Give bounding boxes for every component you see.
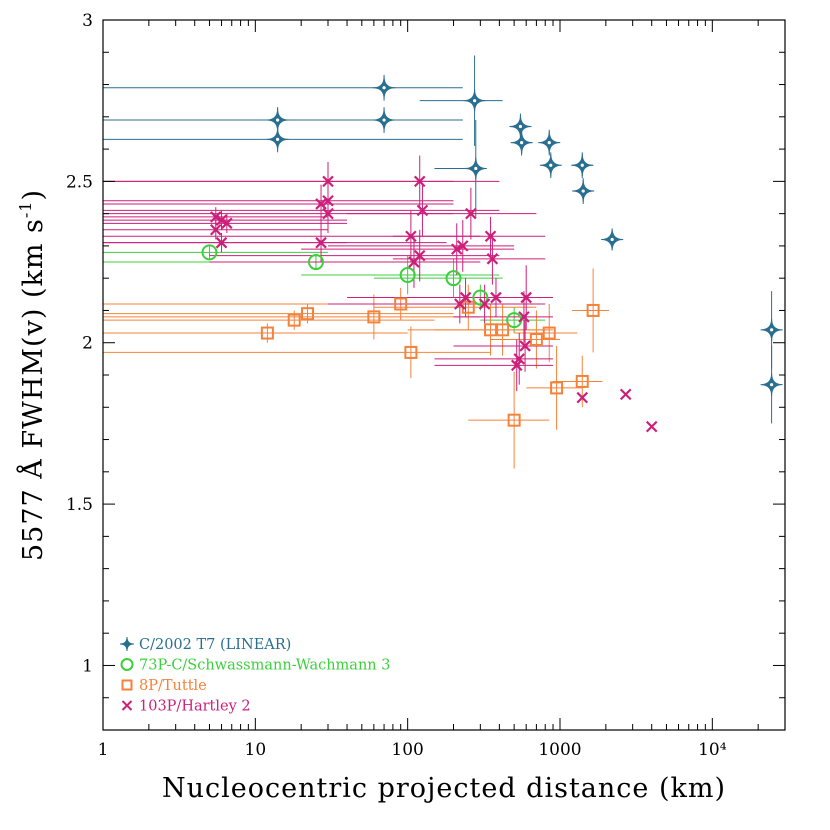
y-tick-label: 3 bbox=[82, 11, 93, 31]
data-point bbox=[463, 89, 486, 112]
y-axis-title-main: 5577 Å FWHM(v) (km s bbox=[16, 218, 49, 561]
legend-item: 103P/Hartley 2 bbox=[121, 699, 251, 715]
data-point bbox=[496, 323, 510, 337]
data-point bbox=[413, 175, 426, 188]
data-point bbox=[300, 307, 314, 321]
data-point bbox=[287, 313, 301, 327]
data-point bbox=[586, 303, 600, 317]
data-point bbox=[538, 131, 561, 154]
data-point bbox=[519, 340, 531, 352]
data-point bbox=[760, 318, 783, 341]
data-point bbox=[520, 291, 532, 304]
data-point bbox=[575, 374, 589, 388]
data-point bbox=[510, 359, 523, 372]
data-point bbox=[215, 214, 228, 226]
x-tick-label: 1 bbox=[98, 740, 109, 760]
x-tick-label: 10 bbox=[245, 740, 267, 760]
data-point bbox=[367, 310, 381, 324]
axes-layer bbox=[102, 19, 786, 731]
data-point bbox=[416, 204, 429, 217]
data-point bbox=[464, 157, 487, 180]
x-axis-title: Nucleocentric projected distance (km) bbox=[162, 773, 726, 804]
legend-label: C/2002 T7 (LINEAR) bbox=[139, 637, 291, 653]
y-tick-label: 1.5 bbox=[66, 495, 93, 515]
error-bars-layer bbox=[103, 55, 777, 469]
data-point bbox=[472, 289, 489, 306]
data-point bbox=[394, 297, 408, 311]
y-tick-label: 1 bbox=[82, 656, 93, 676]
markers-layer bbox=[201, 76, 783, 433]
data-point bbox=[576, 391, 589, 404]
data-point bbox=[478, 298, 491, 310]
data-point bbox=[507, 413, 521, 427]
data-point bbox=[571, 154, 594, 177]
data-point bbox=[210, 211, 222, 223]
legend-marker bbox=[119, 636, 135, 652]
legend-marker bbox=[120, 658, 134, 671]
data-point bbox=[509, 115, 532, 138]
data-point bbox=[322, 207, 334, 220]
data-point bbox=[373, 109, 396, 132]
data-point bbox=[484, 230, 497, 243]
data-point bbox=[490, 291, 502, 304]
data-point bbox=[405, 230, 417, 243]
x-tick-label: 1000 bbox=[538, 740, 581, 760]
data-point bbox=[322, 175, 334, 188]
data-point bbox=[307, 254, 324, 271]
data-point bbox=[456, 240, 469, 252]
data-point bbox=[260, 326, 274, 340]
data-point bbox=[539, 154, 562, 177]
data-point bbox=[484, 323, 498, 337]
data-point bbox=[645, 420, 658, 433]
data-point bbox=[404, 345, 418, 359]
data-point bbox=[322, 194, 334, 207]
data-point bbox=[510, 131, 533, 154]
data-point bbox=[465, 207, 477, 220]
data-point bbox=[760, 373, 783, 396]
data-point bbox=[486, 253, 499, 265]
data-point bbox=[529, 333, 543, 346]
legend: C/2002 T7 (LINEAR) 73P-C/Schwassmann-Wach… bbox=[119, 636, 390, 715]
data-point bbox=[266, 109, 289, 132]
data-point bbox=[315, 236, 327, 249]
data-point bbox=[542, 326, 556, 340]
y-tick-label: 2 bbox=[82, 334, 93, 354]
legend-item: 73P-C/Schwassmann-Wachmann 3 bbox=[120, 658, 390, 674]
data-point bbox=[619, 388, 632, 401]
data-point bbox=[513, 353, 526, 365]
legend-label: 103P/Hartley 2 bbox=[139, 699, 251, 715]
data-point bbox=[315, 198, 327, 210]
data-point bbox=[215, 236, 228, 249]
legend-marker bbox=[121, 679, 133, 691]
data-point bbox=[221, 217, 233, 230]
data-point bbox=[550, 381, 564, 395]
data-point bbox=[450, 243, 463, 255]
legend-label: 8P/Tuttle bbox=[139, 678, 207, 694]
legend-item: C/2002 T7 (LINEAR) bbox=[119, 636, 291, 653]
data-point bbox=[210, 223, 222, 236]
y-axis-title: 5577 Å FWHM(v) (km s-1) bbox=[16, 189, 49, 561]
data-point bbox=[373, 76, 396, 99]
data-point bbox=[201, 244, 218, 261]
y-axis-title-tail: ) bbox=[18, 189, 49, 201]
data-point bbox=[601, 228, 624, 251]
data-point bbox=[445, 270, 462, 287]
data-point bbox=[266, 128, 289, 151]
x-tick-label: 100 bbox=[391, 740, 423, 760]
legend-label: 73P-C/Schwassmann-Wachmann 3 bbox=[139, 658, 390, 674]
data-point bbox=[518, 311, 530, 323]
data-point bbox=[413, 249, 426, 262]
plot-frame bbox=[102, 19, 786, 731]
y-axis-title-superscript: -1 bbox=[16, 201, 35, 219]
data-point bbox=[459, 291, 472, 304]
tick-labels-layer: 1 10 100 1000 10⁴ 1 1.5 2 2.5 3 bbox=[66, 11, 727, 760]
data-point bbox=[399, 266, 416, 283]
legend-item: 8P/Tuttle bbox=[121, 678, 207, 694]
x-tick-label: 10⁴ bbox=[698, 740, 727, 760]
data-point bbox=[572, 180, 595, 203]
y-tick-label: 2.5 bbox=[66, 172, 93, 192]
